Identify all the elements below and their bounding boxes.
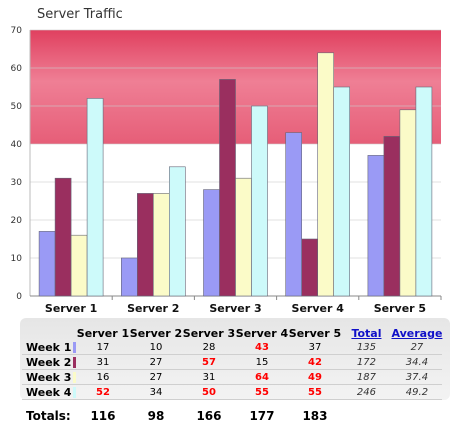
col-header: Server 3	[182, 322, 235, 340]
table-cell: 31	[182, 370, 235, 385]
data-table: Server 1 Server 2 Server 3 Server 4 Serv…	[20, 318, 450, 420]
total-header-link[interactable]: Total	[341, 322, 391, 340]
y-tick-label: 10	[11, 254, 23, 264]
col-header: Server 4	[235, 322, 288, 340]
empty-cell	[391, 400, 442, 426]
bar	[220, 79, 236, 296]
row-label-text: Week 4	[26, 386, 71, 399]
table-cell: 57	[182, 355, 235, 370]
table-cell: 43	[235, 340, 288, 355]
x-tick-label: Server 1	[45, 302, 97, 315]
summary-table: Server 1 Server 2 Server 3 Server 4 Serv…	[22, 322, 442, 426]
y-tick-label: 70	[11, 26, 23, 36]
bar	[137, 193, 153, 296]
table-cell: 55	[288, 385, 341, 400]
table-cell: 27	[129, 355, 182, 370]
bar	[368, 155, 384, 296]
table-cell: 55	[235, 385, 288, 400]
bar	[204, 190, 220, 296]
table-cell: 15	[235, 355, 288, 370]
x-tick-label: Server 5	[374, 302, 426, 315]
corner-cell	[22, 322, 76, 340]
col-header: Server 5	[288, 322, 341, 340]
y-tick-label: 0	[16, 292, 22, 302]
row-total: 187	[341, 370, 391, 385]
table-cell: 16	[76, 370, 129, 385]
y-tick-label: 60	[11, 64, 23, 74]
table-cell: 17	[76, 340, 129, 355]
x-tick-label: Server 2	[127, 302, 179, 315]
row-label: Week 4	[22, 385, 76, 400]
table-cell: 27	[129, 370, 182, 385]
row-average: 34.4	[391, 355, 442, 370]
row-total: 246	[341, 385, 391, 400]
y-tick-label: 20	[11, 216, 23, 226]
row-label: Week 2	[22, 355, 76, 370]
bar	[318, 53, 334, 296]
bar	[169, 167, 185, 296]
table-cell: 10	[129, 340, 182, 355]
bar	[302, 239, 318, 296]
series-swatch	[73, 342, 76, 353]
bar	[39, 231, 55, 296]
bar	[384, 136, 400, 296]
table-cell: 31	[76, 355, 129, 370]
row-label: Week 3	[22, 370, 76, 385]
bar	[400, 110, 416, 296]
table-cell: 42	[288, 355, 341, 370]
column-total: 116	[76, 400, 129, 426]
y-tick-label: 50	[11, 102, 23, 112]
y-tick-label: 40	[11, 140, 23, 150]
table-cell: 37	[288, 340, 341, 355]
bar	[87, 98, 103, 296]
bar	[153, 193, 169, 296]
table-cell: 34	[129, 385, 182, 400]
x-tick-label: Server 4	[292, 302, 345, 315]
col-header: Server 2	[129, 322, 182, 340]
row-average: 49.2	[391, 385, 442, 400]
bar	[416, 87, 432, 296]
row-average: 27	[391, 340, 442, 355]
row-label: Week 1	[22, 340, 76, 355]
row-label-text: Week 1	[26, 341, 71, 354]
column-total: 98	[129, 400, 182, 426]
y-tick-label: 30	[11, 178, 23, 188]
bar-chart: 0 10 20 30 40 50 60 70 Server 1 Server 2 Server 3 S…	[0, 0, 459, 318]
empty-cell	[341, 400, 391, 426]
table-header-row: Server 1 Server 2 Server 3 Server 4 Serv…	[22, 322, 442, 340]
col-header: Server 1	[76, 322, 129, 340]
row-label-text: Week 3	[26, 371, 71, 384]
table-cell: 28	[182, 340, 235, 355]
table-cell: 52	[76, 385, 129, 400]
average-header-link[interactable]: Average	[391, 322, 442, 340]
column-total: 183	[288, 400, 341, 426]
column-total: 166	[182, 400, 235, 426]
series-swatch	[73, 357, 76, 368]
series-swatch	[73, 372, 76, 383]
totals-label: Totals:	[22, 400, 76, 426]
row-label-text: Week 2	[26, 356, 71, 369]
bar	[71, 235, 87, 296]
row-total: 135	[341, 340, 391, 355]
table-cell: 64	[235, 370, 288, 385]
bar	[252, 106, 268, 296]
column-total: 177	[235, 400, 288, 426]
bar	[334, 87, 350, 296]
row-total: 172	[341, 355, 391, 370]
bar	[55, 178, 71, 296]
series-swatch	[73, 387, 76, 398]
x-tick-label: Server 3	[209, 302, 261, 315]
table-cell: 50	[182, 385, 235, 400]
table-cell: 49	[288, 370, 341, 385]
bar	[236, 178, 252, 296]
bar	[286, 133, 302, 296]
row-average: 37.4	[391, 370, 442, 385]
bar	[121, 258, 137, 296]
